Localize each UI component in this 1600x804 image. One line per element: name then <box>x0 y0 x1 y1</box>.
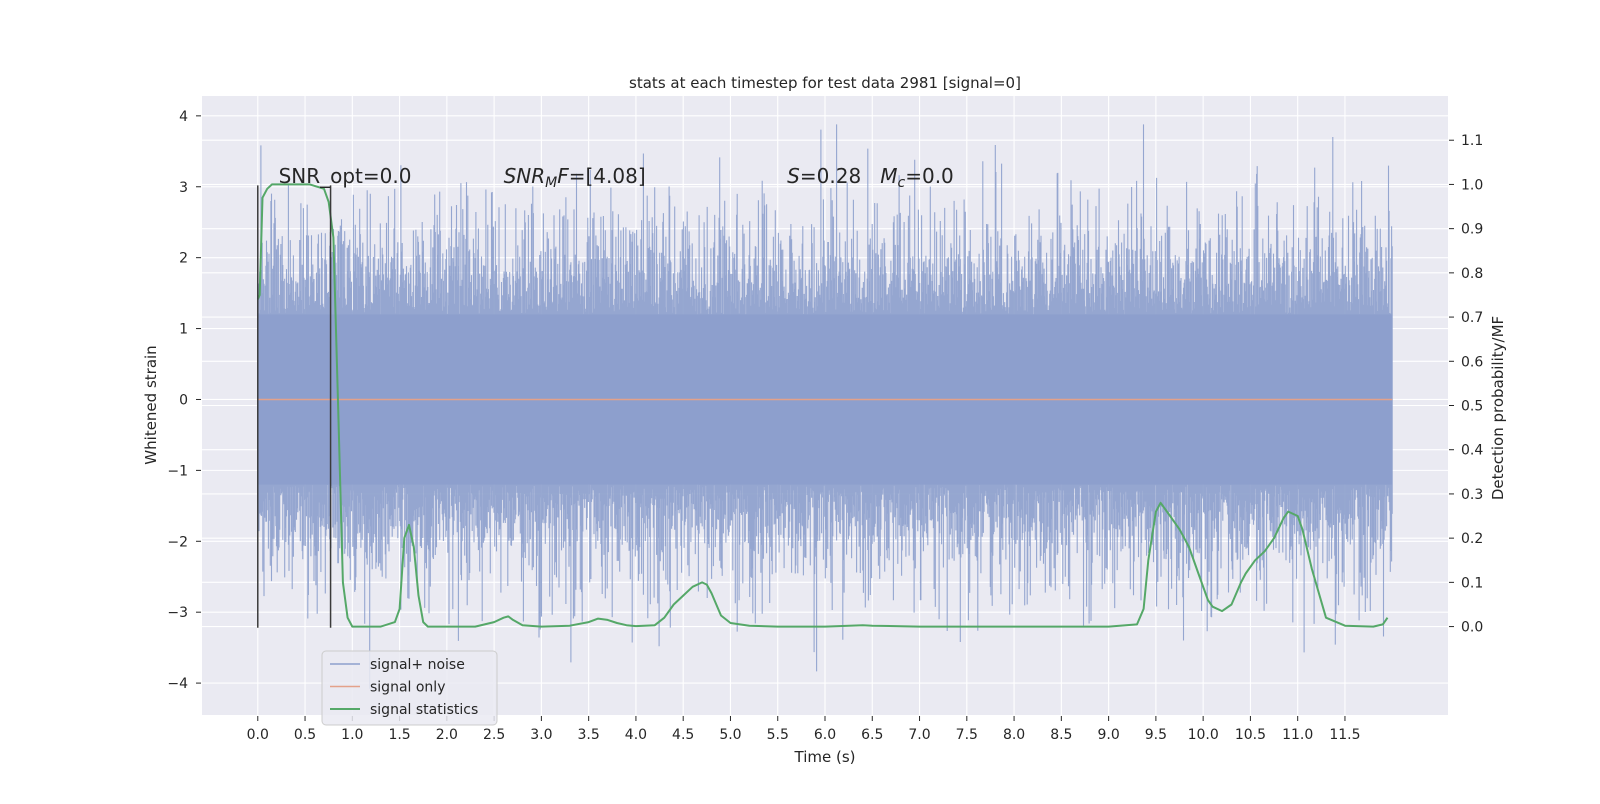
annotation-part: F <box>557 164 569 188</box>
legend-box <box>321 650 498 726</box>
y-tick-label-right: 0.0 <box>1461 620 1483 636</box>
x-tick-label: 8.0 <box>1003 727 1025 743</box>
x-tick-label: 10.5 <box>1235 727 1266 743</box>
y-tick-label-right: 0.8 <box>1461 266 1483 282</box>
x-tick-label: 4.0 <box>625 727 647 743</box>
y-tick-label-right: 0.7 <box>1461 310 1483 326</box>
annotation-text: SNRMF=[4.08] <box>504 164 646 191</box>
x-tick-label: 7.5 <box>956 727 978 743</box>
annotation-text: SNR_opt=0.0 <box>279 164 412 188</box>
x-tick-label: 1.5 <box>388 727 410 743</box>
x-tick-label: 2.0 <box>436 727 458 743</box>
y-tick-label-left: 4 <box>179 109 188 125</box>
chart-title: stats at each timestep for test data 298… <box>629 74 1021 92</box>
x-tick-label: 9.0 <box>1097 727 1119 743</box>
x-tick-label: 6.0 <box>814 727 836 743</box>
annotation-part: =0.0 <box>905 164 954 188</box>
x-tick-label: 5.0 <box>719 727 741 743</box>
y-axis-label-right: Detection probability/MF <box>1489 316 1507 500</box>
y-tick-label-right: 0.4 <box>1461 443 1483 459</box>
series-line <box>256 183 1389 628</box>
y-tick-label-left: 0 <box>179 392 188 408</box>
annotation-part: M <box>545 175 557 191</box>
y-tick-label-left: 3 <box>179 180 188 196</box>
y-tick-label-right: 0.5 <box>1461 399 1483 415</box>
x-tick-label: 10.0 <box>1188 727 1219 743</box>
x-tick-label: 9.5 <box>1145 727 1167 743</box>
y-axis-label-left: Whitened strain <box>142 345 160 464</box>
annotations: SNR_opt=0.0 SNRMF=[4.08] S=0.28 Mc=0.0 <box>279 164 954 191</box>
x-tick-label: 2.5 <box>483 727 505 743</box>
annotation-part: =0.28 <box>800 164 880 188</box>
x-tick-label: 11.5 <box>1329 727 1360 743</box>
annotation-part: SNR <box>504 164 546 188</box>
vertical-markers <box>257 185 332 628</box>
y-tick-label-left: −2 <box>167 534 188 550</box>
series-layer <box>256 124 1393 689</box>
x-tick-label: 3.5 <box>578 727 600 743</box>
legend: signal+ noise signal only signal statistic… <box>321 650 498 726</box>
annotation-part: c <box>898 175 906 191</box>
x-tick-label: 8.5 <box>1050 727 1072 743</box>
x-tick-label: 7.0 <box>908 727 930 743</box>
annotation-part: S <box>787 164 800 188</box>
x-tick-label: 0.5 <box>294 727 316 743</box>
x-tick-label: 3.0 <box>530 727 552 743</box>
legend-label: signal+ noise <box>370 657 465 673</box>
y-tick-label-right: 1.0 <box>1461 177 1483 193</box>
x-tick-label: 0.0 <box>247 727 269 743</box>
y-tick-label-right: 0.9 <box>1461 222 1483 238</box>
x-axis-label: Time (s) <box>794 748 856 766</box>
y-tick-label-left: −3 <box>167 605 188 621</box>
x-tick-label: 11.0 <box>1282 727 1313 743</box>
x-tick-label: 6.5 <box>861 727 883 743</box>
y-tick-label-left: 1 <box>179 322 188 338</box>
series-signal-statistics <box>256 183 1389 628</box>
y-tick-label-right: 0.6 <box>1461 354 1483 370</box>
annotation-part: M <box>880 164 897 188</box>
y-tick-label-right: 0.1 <box>1461 575 1483 591</box>
annotation-part: =[4.08] <box>569 164 646 188</box>
x-tick-label: 4.5 <box>672 727 694 743</box>
annotation-part: SNR_opt=0.0 <box>279 164 412 188</box>
y-tick-label-left: −4 <box>167 676 188 692</box>
y-tick-label-right: 0.2 <box>1461 531 1483 547</box>
axes: stats at each timestep for test data 298… <box>142 74 1507 766</box>
legend-label: signal only <box>370 680 445 696</box>
x-tick-label: 5.5 <box>767 727 789 743</box>
y-tick-label-right: 1.1 <box>1461 133 1483 149</box>
x-tick-label: 1.0 <box>341 727 363 743</box>
annotation-text: S=0.28 Mc=0.0 <box>787 164 954 191</box>
legend-label: signal statistics <box>370 702 478 718</box>
y-tick-label-right: 0.3 <box>1461 487 1483 503</box>
y-tick-label-left: 2 <box>179 251 188 267</box>
y-tick-label-left: −1 <box>167 463 188 479</box>
